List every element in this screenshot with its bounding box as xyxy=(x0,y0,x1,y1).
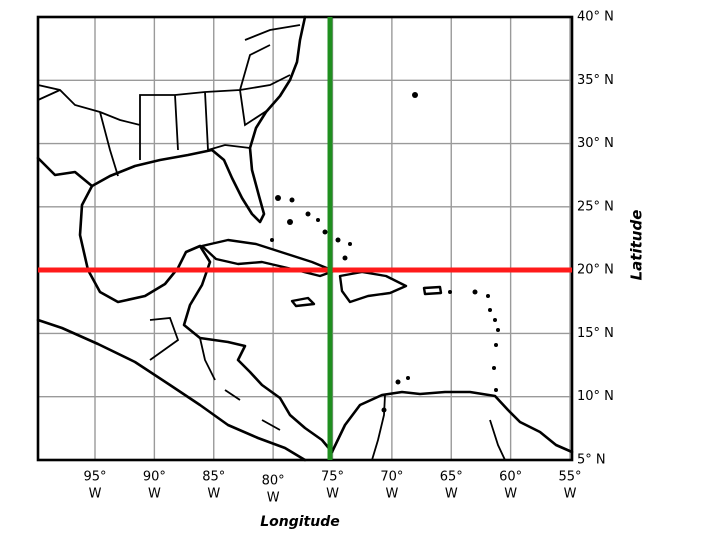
longitude-degree: 85° xyxy=(202,470,225,485)
longitude-degree: 90° xyxy=(143,470,166,485)
latitude-label: 25° N xyxy=(577,199,614,214)
longitude-degree: 60° xyxy=(499,470,522,485)
south-america-borders xyxy=(371,394,506,461)
longitude-degree: 55° xyxy=(558,470,581,485)
longitude-direction: W xyxy=(89,487,102,502)
map-frame xyxy=(36,15,574,462)
longitude-direction: W xyxy=(267,491,280,506)
south-america-coast xyxy=(330,390,574,454)
latitude-label: 10° N xyxy=(577,389,614,404)
latitude-label: 15° N xyxy=(577,326,614,341)
longitude-direction: W xyxy=(385,487,398,502)
latitude-label: 40° N xyxy=(577,10,614,25)
longitude-degree: 75° xyxy=(321,470,344,485)
longitude-degree: 95° xyxy=(83,470,106,485)
pacific-coast xyxy=(36,318,307,462)
longitude-direction: W xyxy=(148,487,161,502)
central-america-borders xyxy=(149,317,281,431)
grid xyxy=(38,17,572,460)
cuba xyxy=(200,238,336,278)
x-axis-title: Longitude xyxy=(260,514,340,530)
north-america-coast xyxy=(36,15,307,224)
longitude-direction: W xyxy=(564,487,577,502)
longitude-direction: W xyxy=(326,487,339,502)
us-states xyxy=(37,24,301,177)
y-axis-title: Latitude xyxy=(628,210,646,281)
longitude-degree: 70° xyxy=(380,470,403,485)
jamaica xyxy=(290,296,316,308)
latitude-label: 5° N xyxy=(577,453,606,468)
hispaniola xyxy=(338,270,408,304)
small-islands xyxy=(270,92,500,413)
labels: 40° N 35° N 30° N 25° N 20° N 15° N 10° N 5° N 9… xyxy=(83,10,613,506)
longitude-direction: W xyxy=(445,487,458,502)
latitude-label: 30° N xyxy=(577,136,614,151)
longitude-direction: W xyxy=(207,487,220,502)
longitude-direction: W xyxy=(504,487,517,502)
longitude-degree: 65° xyxy=(440,470,463,485)
mexico-coast xyxy=(78,184,334,454)
latitude-label: 20° N xyxy=(577,263,614,278)
latitude-label: 35° N xyxy=(577,73,614,88)
land xyxy=(36,15,574,462)
puerto-rico xyxy=(422,285,443,296)
longitude-degree: 80° xyxy=(262,474,285,489)
